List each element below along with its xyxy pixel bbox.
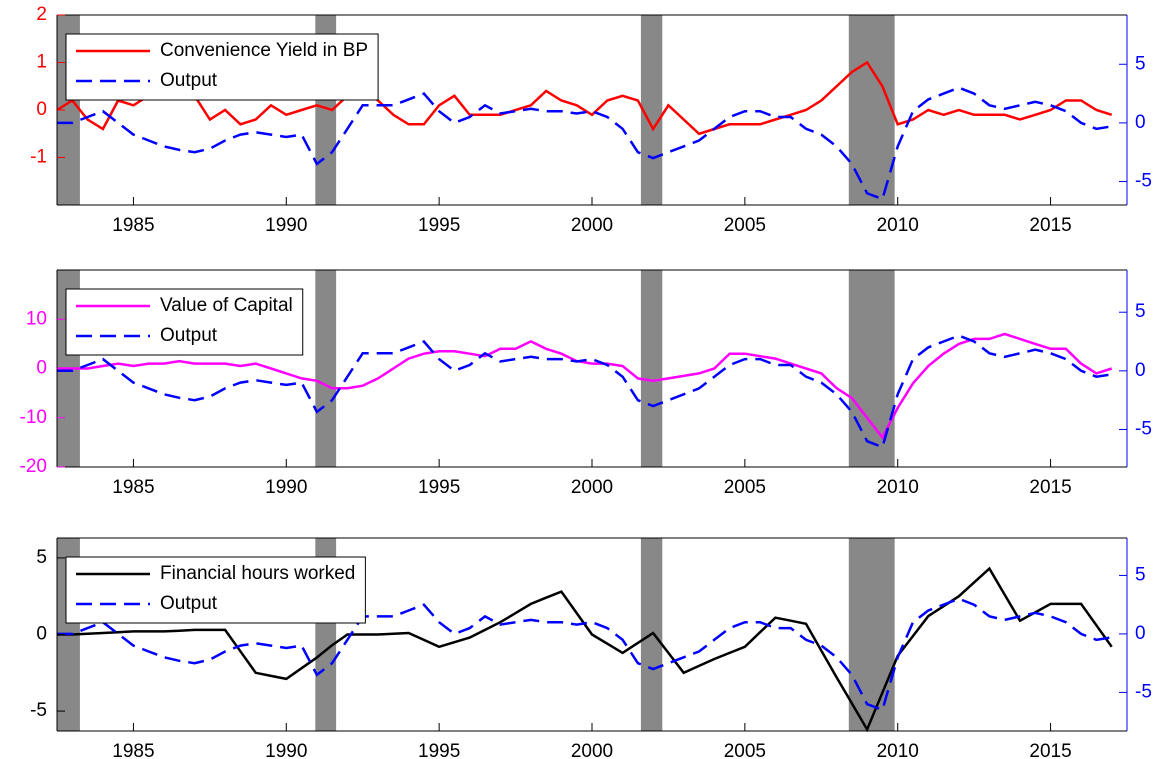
- y-tick-label: 5: [36, 547, 47, 568]
- x-tick-label: 1995: [418, 215, 460, 236]
- y2-tick-label: 0: [1135, 112, 1146, 133]
- x-tick-label: 1985: [112, 741, 154, 759]
- y2-tick-label: 5: [1135, 53, 1146, 74]
- y-tick-label: -20: [20, 456, 47, 477]
- shaded-period: [848, 15, 895, 205]
- x-tick-label: 2005: [724, 477, 766, 498]
- legend-box: [65, 556, 366, 624]
- x-tick-label: 2000: [571, 215, 613, 236]
- y2-tick-label: 0: [1135, 623, 1146, 644]
- x-tick-label: 2015: [1029, 215, 1071, 236]
- legend-label: Financial hours worked: [160, 563, 355, 584]
- legend-box: [65, 33, 379, 101]
- series-line: [56, 60, 1113, 136]
- y-tick-label: 0: [36, 99, 47, 120]
- y-tick-label: 2: [36, 4, 47, 25]
- legend-label: Value of Capital: [160, 295, 293, 316]
- legend-label: Output: [160, 593, 218, 614]
- y-tick-label: 0: [36, 358, 47, 379]
- x-tick-label: 2010: [877, 477, 919, 498]
- y2-tick-label: -5: [1135, 418, 1152, 439]
- x-tick-label: 2000: [571, 741, 613, 759]
- y-tick-label: -5: [30, 700, 47, 721]
- legend-label: Convenience Yield in BP: [160, 40, 368, 61]
- x-tick-label: 1985: [112, 477, 154, 498]
- x-tick-label: 1990: [265, 477, 307, 498]
- x-tick-label: 2005: [724, 741, 766, 759]
- y2-tick-label: 5: [1135, 301, 1146, 322]
- x-tick-label: 2010: [877, 215, 919, 236]
- y2-tick-label: -5: [1135, 171, 1152, 192]
- y-tick-label: 0: [36, 624, 47, 645]
- series-line: [57, 334, 1112, 449]
- x-tick-label: 1995: [418, 741, 460, 759]
- y-tick-label: 10: [26, 308, 47, 329]
- x-tick-label: 1995: [418, 477, 460, 498]
- x-tick-label: 2005: [724, 215, 766, 236]
- shaded-period: [848, 538, 895, 731]
- x-tick-label: 2015: [1029, 477, 1071, 498]
- x-tick-label: 1990: [265, 215, 307, 236]
- x-tick-label: 1990: [265, 741, 307, 759]
- x-tick-label: 2000: [571, 477, 613, 498]
- shaded-period: [848, 270, 895, 467]
- series-line: [57, 86, 1112, 201]
- y-tick-label: -1: [30, 147, 47, 168]
- y2-tick-label: 5: [1135, 564, 1146, 585]
- shaded-period: [640, 270, 663, 467]
- series-line: [57, 332, 1113, 440]
- y2-tick-label: 0: [1135, 360, 1146, 381]
- legend-box: [65, 288, 304, 356]
- series-line: [57, 597, 1112, 712]
- x-tick-label: 2015: [1029, 741, 1071, 759]
- y-tick-label: 1: [36, 52, 47, 73]
- x-tick-label: 1985: [112, 215, 154, 236]
- shaded-period: [315, 270, 337, 467]
- y-tick-label: -10: [20, 407, 47, 428]
- y2-tick-label: -5: [1135, 681, 1152, 702]
- x-tick-label: 2010: [877, 741, 919, 759]
- legend-label: Output: [160, 325, 218, 346]
- legend-label: Output: [160, 70, 218, 91]
